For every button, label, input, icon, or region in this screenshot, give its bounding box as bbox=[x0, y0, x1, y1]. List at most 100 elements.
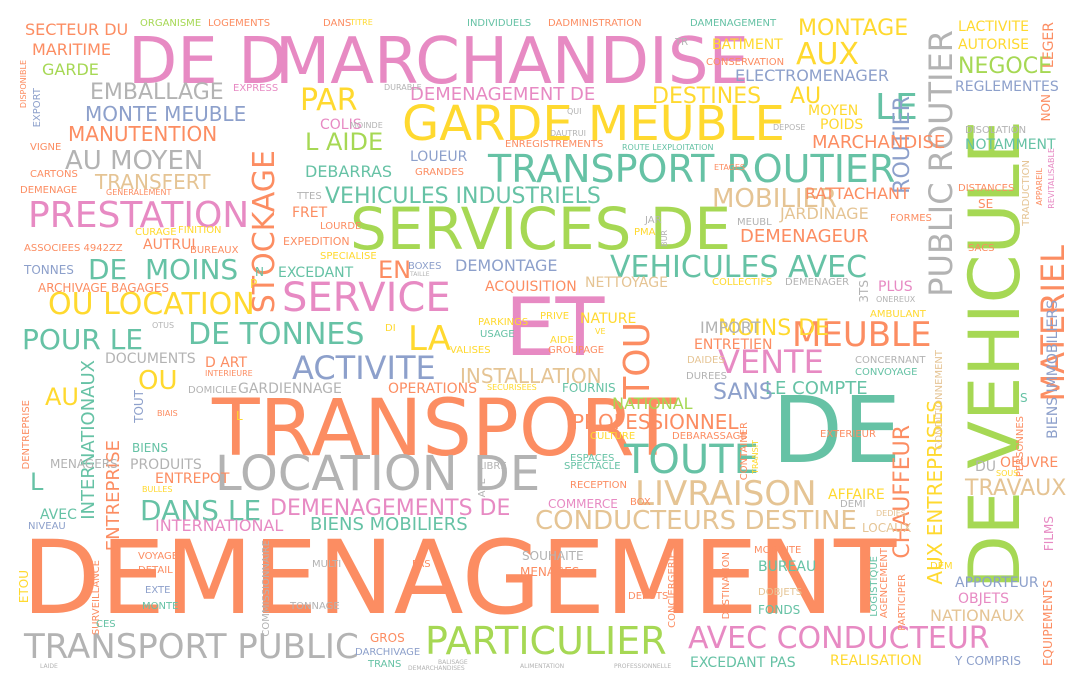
word: SANS bbox=[713, 380, 773, 405]
word: BALISAGE bbox=[438, 659, 468, 666]
word: LOUEUR bbox=[410, 149, 468, 165]
word: AU bbox=[790, 84, 822, 109]
word: APPORTEUR bbox=[955, 575, 1039, 591]
word: INSTALLATION bbox=[460, 364, 602, 388]
word: NETTOYAGE bbox=[585, 275, 668, 291]
word: SPECTACLE bbox=[564, 461, 621, 472]
word: NON bbox=[1039, 94, 1053, 122]
word: PAS bbox=[412, 559, 431, 570]
word: AMBULANT bbox=[870, 309, 926, 320]
word: AUTRUI bbox=[143, 237, 196, 253]
word: DEPOTS bbox=[628, 591, 669, 602]
word: NOTAMMENT bbox=[965, 137, 1056, 153]
word: S bbox=[1020, 391, 1028, 405]
word: ACTIVITE bbox=[292, 349, 436, 387]
word: CONSERVATION bbox=[706, 57, 785, 68]
word: SPECIALISE bbox=[320, 251, 377, 262]
word: ALIMENTATION bbox=[520, 663, 565, 670]
word: ENTRETIEN bbox=[694, 337, 773, 353]
word: CONTAINER bbox=[739, 422, 750, 481]
word: NATIONAL bbox=[612, 394, 693, 413]
word: OBJETS bbox=[958, 591, 1010, 607]
word: BUREAU bbox=[758, 559, 817, 575]
word: SACS bbox=[968, 243, 995, 254]
word: DEBARRAS bbox=[305, 162, 393, 181]
word: TONNAGE bbox=[290, 601, 340, 612]
word: DANS bbox=[323, 18, 352, 29]
word: DEPOSE bbox=[773, 123, 806, 132]
word: EMBALLAGE bbox=[90, 80, 224, 105]
word: INDIVIDUELS bbox=[467, 18, 532, 29]
word: TOUTE bbox=[624, 437, 759, 483]
word: MULTI bbox=[312, 559, 342, 570]
word: RECEPTION bbox=[570, 480, 628, 491]
word: PMA bbox=[634, 227, 656, 238]
word: POIDS bbox=[820, 117, 864, 133]
word: ETOU bbox=[17, 570, 31, 604]
word: QUI bbox=[567, 107, 582, 116]
word: IMPORT bbox=[700, 318, 761, 337]
word: ET bbox=[505, 281, 605, 374]
word: NATIONAUX bbox=[930, 606, 1025, 625]
word: GROS bbox=[370, 631, 405, 645]
word: CHAUFFEUR bbox=[890, 425, 915, 559]
word: PROFESSIONNEL bbox=[572, 410, 739, 434]
word: GARDIENNAGE bbox=[238, 381, 342, 397]
word: BOX bbox=[630, 497, 651, 508]
word: CONCIERGERIE bbox=[667, 552, 678, 628]
word: BIAIS bbox=[157, 409, 178, 418]
word: JARDINAGE bbox=[780, 204, 869, 223]
word: BIENS IMMOBILIERS bbox=[1045, 300, 1061, 439]
word: SERVICES DE bbox=[350, 195, 732, 263]
word: DEMENAGEUR bbox=[740, 226, 869, 247]
word: EXPRESS bbox=[233, 83, 279, 94]
word: GARDE MEUBLE bbox=[402, 96, 785, 152]
word: EXTE bbox=[145, 585, 171, 596]
word: CES bbox=[96, 619, 116, 630]
word: RATTACHANT bbox=[805, 184, 910, 203]
word: ACQUISITION bbox=[485, 279, 577, 295]
word: JAR bbox=[645, 215, 662, 226]
word: LOCAUX bbox=[862, 521, 912, 535]
word: OU LOCATION bbox=[48, 287, 255, 322]
word: LAIDE bbox=[40, 663, 58, 670]
word: LE bbox=[875, 87, 918, 128]
word: DE D bbox=[128, 25, 288, 99]
word: PRIVE bbox=[540, 311, 570, 322]
word: EQUIPEMENTS bbox=[1041, 580, 1055, 667]
word: 3TS bbox=[857, 280, 871, 303]
word: FOURNIS bbox=[562, 381, 616, 395]
word: MENAGES bbox=[520, 565, 580, 579]
word: LACTIVITE bbox=[958, 19, 1030, 35]
word: DAUTRUI bbox=[550, 129, 587, 138]
word: COMMERCE bbox=[548, 497, 618, 511]
word: OTUS bbox=[152, 321, 175, 330]
word: DEMENAGEMENT DE bbox=[410, 84, 596, 105]
word: DARCHIVAGE bbox=[355, 647, 421, 658]
word: PAR bbox=[300, 83, 358, 118]
word: MARCHANDISE bbox=[812, 132, 946, 153]
word: TRANS bbox=[368, 659, 402, 670]
word: AVE bbox=[477, 478, 488, 498]
word: DEMARCHANDISES bbox=[408, 665, 465, 672]
word: AU MOYEN bbox=[65, 146, 204, 176]
word: CONCERNANT bbox=[855, 355, 926, 366]
word: CONDUCTEURS DESTINE bbox=[535, 506, 857, 536]
word: TRANSPORT PUBLIC bbox=[24, 627, 359, 667]
word: EXPORT bbox=[32, 88, 43, 128]
word: MEUBL bbox=[737, 217, 772, 228]
word: MONTE bbox=[142, 601, 179, 612]
word: DURABLE bbox=[384, 83, 422, 92]
word: OU bbox=[138, 366, 178, 396]
word: REGLEMENTES bbox=[955, 79, 1059, 95]
word: DEMENAGE bbox=[20, 185, 78, 196]
word: VIGNE bbox=[30, 142, 62, 153]
word: TAILLE bbox=[410, 271, 430, 278]
word: DE bbox=[88, 253, 128, 286]
word: TOU bbox=[617, 322, 658, 399]
word: PARTICIPER bbox=[897, 574, 908, 631]
word: MANUTENTION bbox=[68, 122, 218, 146]
word: BULLES bbox=[142, 485, 173, 494]
word: EXTERIEUR bbox=[820, 429, 876, 440]
word: ORGANISME bbox=[140, 18, 202, 29]
